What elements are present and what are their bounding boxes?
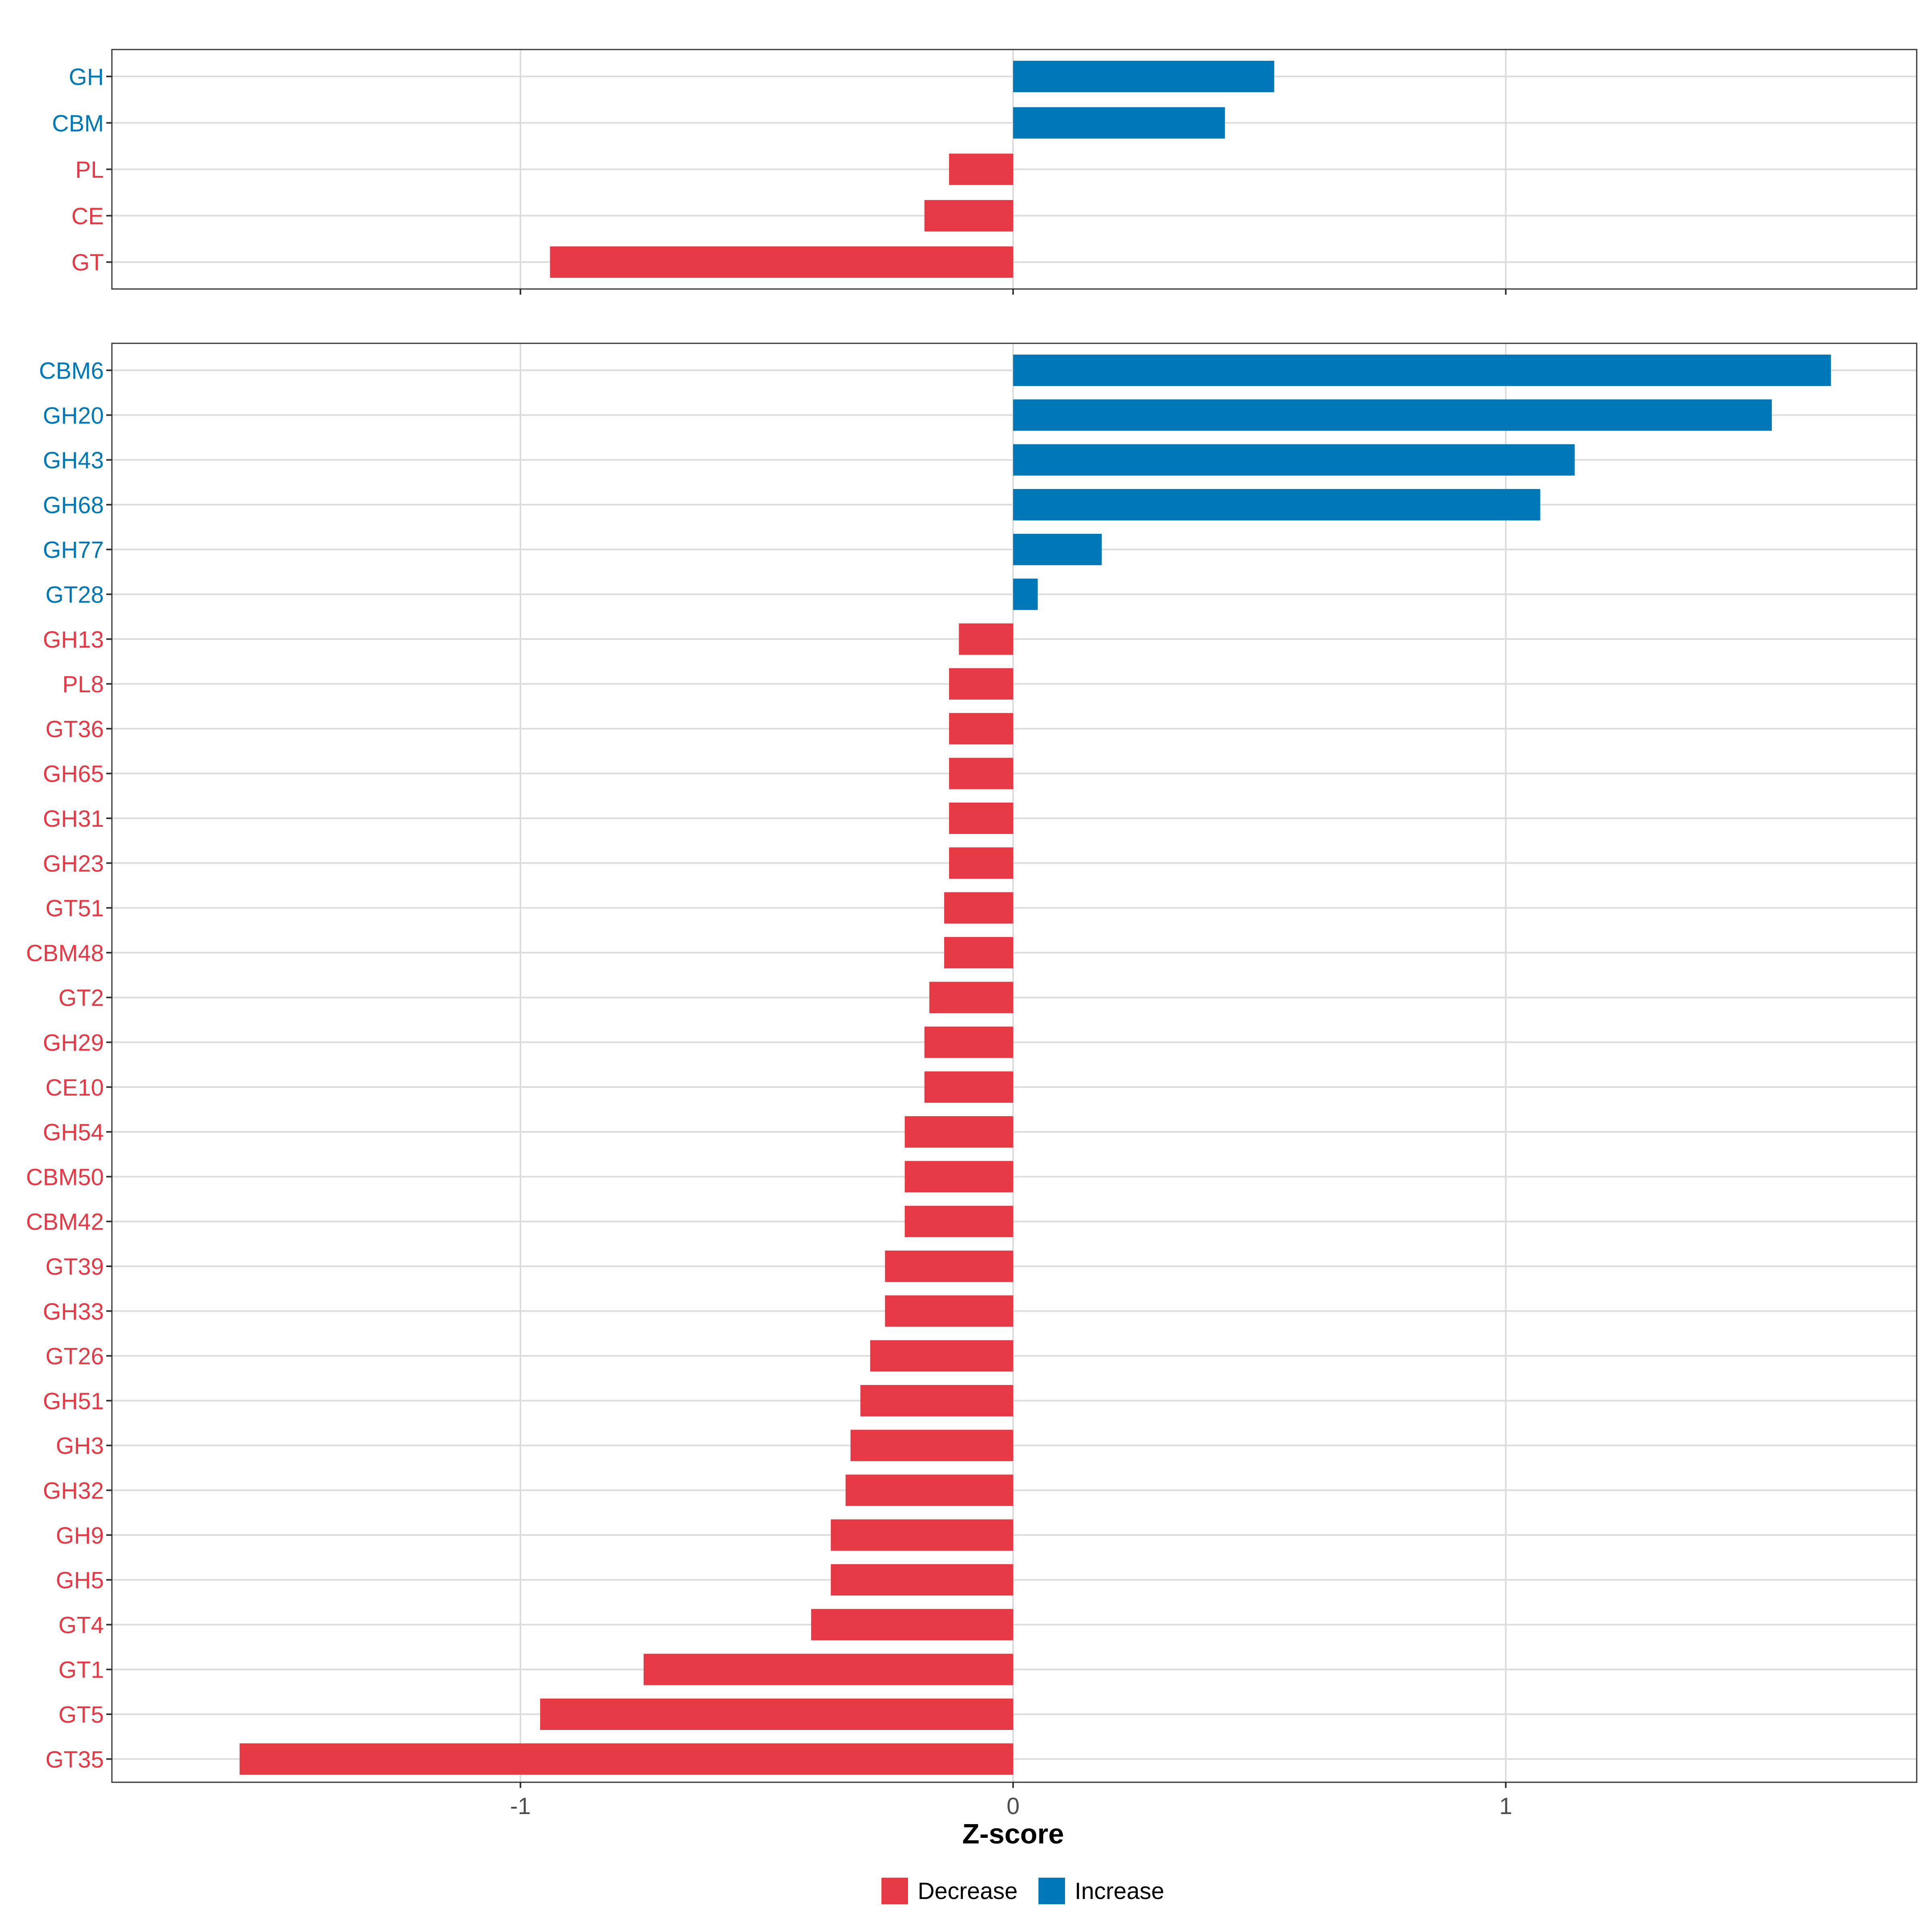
y-tick-label: GH20: [43, 402, 104, 429]
y-tick-label: GH13: [43, 627, 104, 653]
y-tick-label: GH54: [43, 1119, 104, 1146]
y-tick-label: PL8: [62, 671, 104, 698]
bar: [644, 1653, 1013, 1685]
bar: [1013, 355, 1831, 386]
bar: [885, 1251, 1013, 1282]
bar: [949, 668, 1013, 700]
y-tick-label: GH3: [56, 1433, 104, 1459]
bar: [860, 1385, 1013, 1416]
y-tick-label: GT35: [45, 1746, 104, 1773]
bar: [904, 1161, 1013, 1193]
y-tick-label: GH77: [43, 537, 104, 563]
y-tick-label: GH65: [43, 761, 104, 787]
bar: [885, 1295, 1013, 1327]
y-tick-label: GH33: [43, 1298, 104, 1325]
y-tick-label: GT51: [45, 896, 104, 922]
bar: [949, 758, 1013, 789]
bar: [924, 1026, 1013, 1058]
x-tick-label: -1: [510, 1793, 531, 1819]
bar: [540, 1699, 1013, 1730]
y-tick-label: CE10: [45, 1075, 104, 1101]
bar: [949, 847, 1013, 879]
legend-label: Decrease: [918, 1878, 1018, 1904]
bar: [924, 1071, 1013, 1103]
y-tick-label: GT5: [58, 1702, 104, 1728]
bar: [959, 623, 1013, 655]
x-axis: -1 0 1: [510, 1793, 1512, 1819]
legend-label: Increase: [1075, 1878, 1164, 1904]
y-tick-label: CBM: [52, 110, 104, 136]
bar: [239, 1743, 1013, 1775]
bar: [944, 892, 1013, 924]
bar: [944, 937, 1013, 968]
bar: [949, 713, 1013, 745]
y-tick-label: GT28: [45, 582, 104, 608]
y-tick-label: CBM48: [26, 940, 104, 966]
y-tick-label: GT4: [58, 1612, 104, 1638]
bar: [1013, 399, 1772, 431]
y-tick-label: GH32: [43, 1478, 104, 1504]
bar: [831, 1519, 1013, 1551]
legend: Decrease Increase: [881, 1878, 1164, 1904]
bar: [1013, 489, 1540, 520]
y-tick-label: GT: [71, 250, 104, 276]
y-tick-label: GH5: [56, 1567, 104, 1593]
y-tick-label: GH: [69, 64, 104, 90]
y-tick-label: GT26: [45, 1344, 104, 1370]
bar: [1013, 107, 1225, 139]
y-tick-label: GH29: [43, 1030, 104, 1056]
y-tick-label: GH43: [43, 448, 104, 474]
bar: [870, 1340, 1013, 1372]
y-tick-label: GH31: [43, 806, 104, 832]
y-tick-label: PL: [75, 157, 104, 183]
y-tick-label: CBM50: [26, 1164, 104, 1190]
legend-swatch: [881, 1878, 908, 1904]
y-tick-label: GH51: [43, 1388, 104, 1414]
y-tick-label: CBM6: [39, 358, 104, 384]
bar: [1013, 61, 1274, 92]
bar: [929, 982, 1013, 1013]
y-tick-label: GT1: [58, 1657, 104, 1683]
bar: [949, 803, 1013, 834]
bar: [1013, 578, 1038, 610]
bar: [949, 153, 1013, 185]
bar: [924, 200, 1013, 231]
legend-swatch: [1038, 1878, 1065, 1904]
bar: [1013, 444, 1575, 476]
bar: [811, 1609, 1013, 1641]
y-tick-label: GH23: [43, 850, 104, 877]
x-tick-label: 0: [1007, 1793, 1020, 1819]
y-tick-label: CBM42: [26, 1209, 104, 1235]
bar: [904, 1205, 1013, 1237]
x-axis-title: Z-score: [962, 1818, 1064, 1849]
bar: [1013, 534, 1102, 566]
y-tick-label: GH68: [43, 492, 104, 518]
y-tick-label: GH9: [56, 1523, 104, 1549]
y-tick-label: CE: [71, 203, 104, 229]
panel-family: CBM6 GH20 GH43 GH68 GH77 GT28 GH13 PL8 GT36 GH65 G…: [26, 343, 1918, 1788]
x-tick-label: 1: [1499, 1793, 1512, 1819]
bar: [550, 246, 1013, 278]
bar: [904, 1116, 1013, 1148]
y-tick-label: GT39: [45, 1254, 104, 1280]
panel-class: GH CBM PL CE GT: [52, 49, 1918, 295]
y-tick-label: GT2: [58, 985, 104, 1011]
bar: [850, 1430, 1013, 1461]
bar: [831, 1564, 1013, 1596]
y-tick-label: GT36: [45, 716, 104, 742]
panel-frame: [111, 343, 1918, 1783]
bar: [845, 1474, 1013, 1506]
